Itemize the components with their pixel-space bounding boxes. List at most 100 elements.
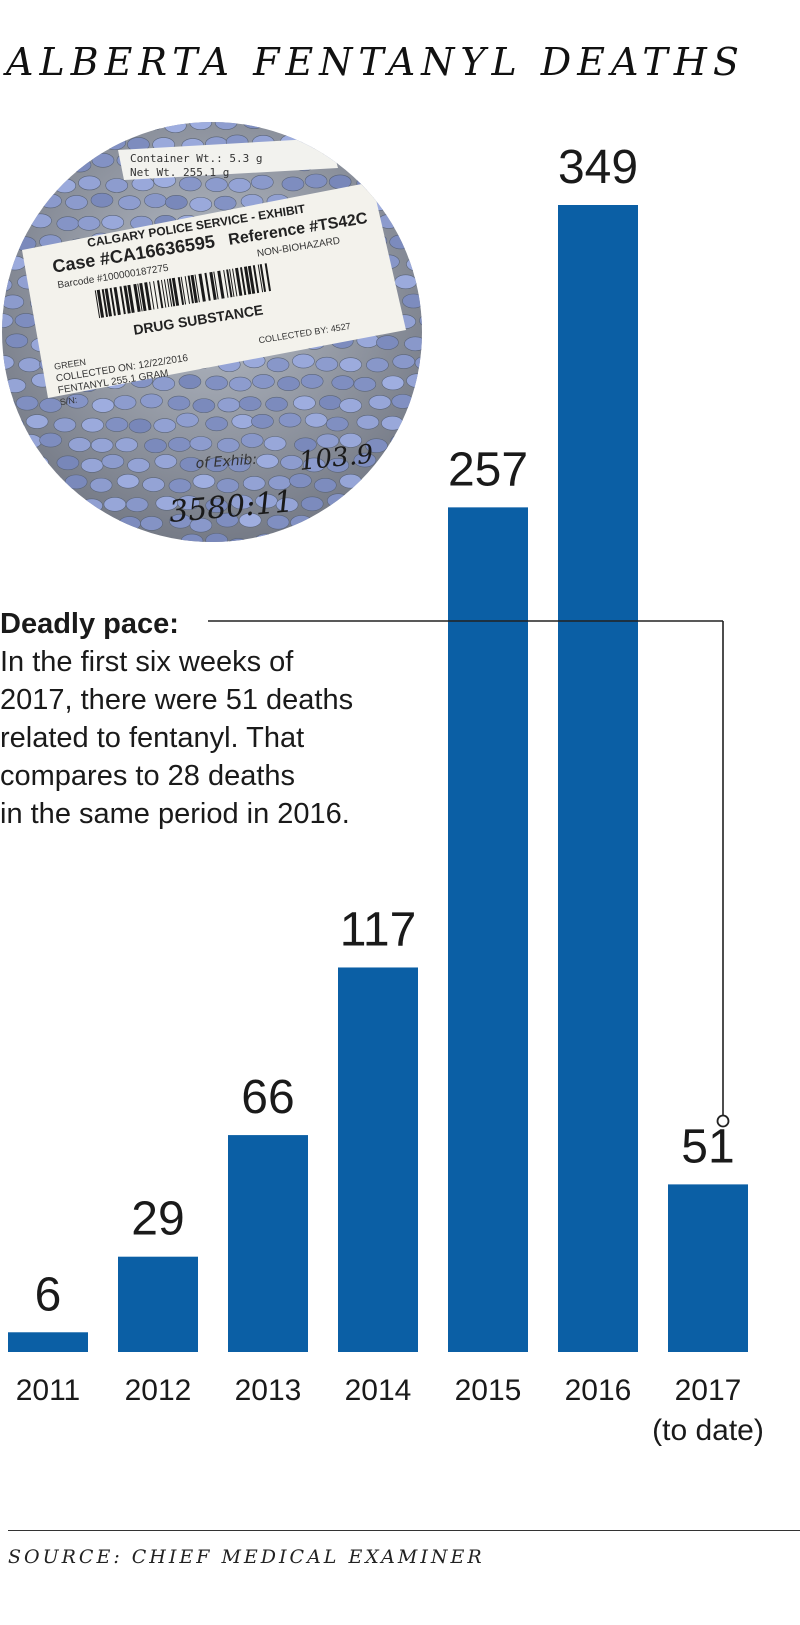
pill bbox=[25, 414, 49, 429]
bar-2015 bbox=[448, 507, 528, 1352]
pill bbox=[368, 394, 392, 410]
barcode-stripe bbox=[96, 289, 105, 318]
pill bbox=[289, 473, 312, 488]
pill bbox=[216, 478, 240, 493]
pill bbox=[68, 437, 91, 452]
pill bbox=[89, 477, 113, 493]
pill bbox=[205, 498, 228, 513]
barcode-stripe bbox=[133, 283, 141, 313]
label-container-weight: Container Wt.: 5.3 g bbox=[130, 152, 262, 165]
x-tick-label-2013: 2013 bbox=[235, 1374, 302, 1407]
pill bbox=[176, 412, 199, 428]
bar-2014 bbox=[338, 967, 418, 1352]
pill bbox=[80, 458, 104, 473]
pill bbox=[266, 357, 290, 373]
pill bbox=[91, 398, 115, 413]
x-tick-note-2017: (to date) bbox=[652, 1414, 764, 1447]
pill bbox=[404, 336, 422, 352]
barcode-stripe bbox=[101, 289, 109, 318]
annotation-text: In the first six weeks of 2017, there wer… bbox=[0, 643, 380, 833]
pill bbox=[316, 433, 340, 449]
barcode-stripe bbox=[104, 288, 112, 317]
pill bbox=[65, 393, 89, 409]
barcode-stripe bbox=[187, 275, 194, 304]
barcode-stripe bbox=[149, 281, 155, 310]
data-label-2017: 51 bbox=[681, 1120, 734, 1173]
pill bbox=[356, 414, 380, 430]
pill bbox=[39, 397, 62, 413]
pill bbox=[277, 376, 300, 392]
barcode-stripe bbox=[252, 265, 260, 294]
pill bbox=[116, 473, 140, 489]
pill bbox=[205, 457, 228, 472]
barcode-stripe bbox=[160, 279, 167, 308]
pill bbox=[266, 514, 290, 530]
pill bbox=[127, 457, 150, 473]
label-net-weight: Net Wt. 255.1 g bbox=[130, 166, 229, 179]
pill bbox=[252, 374, 275, 389]
pill bbox=[165, 195, 188, 210]
pill bbox=[53, 417, 77, 433]
divider bbox=[8, 1530, 800, 1531]
chart-title: ALBERTA FENTANYL DEATHS bbox=[6, 40, 745, 84]
pill bbox=[326, 458, 350, 473]
pill bbox=[381, 375, 405, 391]
barcode-stripe bbox=[259, 264, 267, 292]
annotation-line: compares to 28 deaths bbox=[0, 760, 296, 792]
annotation-title: Deadly pace: bbox=[0, 608, 179, 640]
pill bbox=[15, 395, 39, 411]
pill bbox=[205, 533, 228, 542]
barcode-stripe bbox=[177, 277, 185, 305]
pill bbox=[339, 357, 362, 372]
barcode-stripe bbox=[137, 283, 143, 312]
evidence-label: Container Wt.: 5.3 g Net Wt. 255.1 g CAL… bbox=[22, 138, 406, 407]
pill bbox=[90, 437, 114, 453]
pill bbox=[153, 418, 177, 433]
pill bbox=[189, 436, 213, 451]
pill bbox=[65, 195, 88, 210]
pill bbox=[140, 393, 163, 409]
pill bbox=[294, 437, 317, 453]
barcode bbox=[94, 263, 272, 319]
pill bbox=[238, 396, 262, 411]
pill bbox=[419, 313, 422, 328]
pill bbox=[39, 432, 62, 448]
pill bbox=[300, 496, 324, 512]
barcode-stripe bbox=[217, 270, 225, 299]
pill bbox=[205, 177, 228, 192]
x-tick-label-2017: 2017 bbox=[675, 1374, 742, 1407]
pill bbox=[242, 476, 266, 491]
pill bbox=[192, 474, 216, 489]
fentanyl-evidence-photo: Container Wt.: 5.3 g Net Wt. 255.1 g CAL… bbox=[2, 122, 422, 542]
data-label-2013: 66 bbox=[241, 1071, 294, 1124]
pill bbox=[366, 357, 389, 373]
label-green: GREEN bbox=[53, 357, 86, 372]
barcode-stripe bbox=[94, 290, 101, 319]
pill bbox=[292, 353, 315, 369]
source-note: SOURCE: CHIEF MEDICAL EXAMINER bbox=[8, 1546, 485, 1568]
pill bbox=[140, 516, 163, 531]
pill bbox=[300, 373, 324, 389]
pill bbox=[105, 178, 129, 193]
barcode-stripe bbox=[213, 271, 219, 300]
pill bbox=[281, 176, 305, 192]
pill bbox=[304, 412, 328, 428]
annotation-line: related to fentanyl. That bbox=[0, 722, 305, 754]
annotation-line: in the same period in 2016. bbox=[0, 798, 350, 830]
pill bbox=[205, 375, 228, 391]
barcode-stripe bbox=[180, 276, 187, 305]
data-label-2011: 6 bbox=[35, 1268, 62, 1321]
pill bbox=[205, 416, 228, 432]
pill bbox=[365, 438, 388, 453]
label-sn: S/N: bbox=[59, 395, 78, 408]
pill bbox=[263, 436, 287, 451]
data-label-2016: 349 bbox=[558, 141, 638, 194]
data-label-2015: 257 bbox=[448, 443, 528, 496]
pill bbox=[5, 333, 29, 349]
barcode-stripe bbox=[204, 272, 211, 301]
barcode-stripe bbox=[139, 282, 147, 312]
bar-2012 bbox=[118, 1256, 198, 1352]
barcode-stripe bbox=[209, 271, 217, 300]
pill bbox=[293, 395, 316, 411]
